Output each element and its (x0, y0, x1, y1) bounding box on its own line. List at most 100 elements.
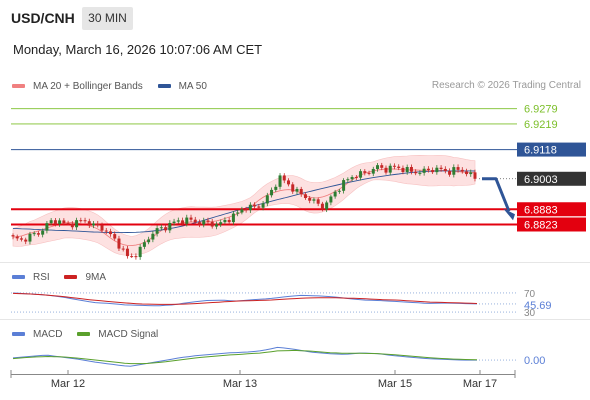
pivot-tag (517, 142, 586, 157)
candle-body (337, 190, 341, 192)
candle-body (320, 203, 324, 210)
candle-body (435, 167, 439, 173)
main-legend: MA 20 + Bollinger Bands MA 50 (12, 80, 219, 94)
candle-body (460, 169, 464, 172)
candle-body (100, 225, 104, 231)
candle-body (380, 165, 384, 168)
candle-body (24, 239, 28, 242)
candle-body (147, 239, 151, 243)
macd-signal-line (12, 349, 478, 365)
resistance-label: 6.9219 (524, 119, 558, 131)
candle-body (384, 167, 388, 173)
rsi-level-label: 70 (524, 289, 536, 300)
candle-body (53, 220, 57, 225)
ma50-label: MA 50 (178, 80, 207, 92)
candle-body (117, 238, 121, 249)
candle-body (426, 168, 430, 171)
rsi-legend: RSI 9MA (12, 271, 118, 283)
x-axis: Mar 12 Mar 13 Mar 15 Mar 17 (10, 370, 516, 390)
candle-body (168, 222, 172, 231)
x-tick-label: Mar 15 (378, 378, 412, 390)
candle-body (36, 233, 40, 235)
ma20-label: MA 20 + Bollinger Bands (33, 80, 143, 92)
candle-body (155, 228, 159, 234)
legend-rsi-ma: 9MA (64, 272, 106, 283)
candle-body (164, 227, 168, 231)
candle-body (422, 168, 426, 173)
candle-body (414, 171, 418, 174)
candle-body (295, 188, 299, 192)
candle-body (443, 168, 447, 172)
candle-body (70, 223, 74, 228)
candle-body (388, 165, 392, 173)
candle-body (291, 184, 295, 192)
candle-body (240, 209, 244, 213)
candle-body (244, 209, 248, 211)
candle-body (261, 203, 265, 208)
candle-body (312, 199, 316, 201)
rsi-ma-line (12, 292, 478, 305)
candle-body (193, 219, 197, 223)
candle-body (113, 234, 117, 239)
candle-body (248, 204, 252, 211)
rsi-current-value: 45.69 (524, 300, 552, 312)
rsi-ma-label: 9MA (85, 271, 107, 283)
current-price-label: 6.9003 (524, 174, 558, 186)
x-tick-label: Mar 17 (463, 378, 497, 390)
legend-macd-signal: MACD Signal (77, 329, 158, 340)
macd-legend: MACD MACD Signal (12, 328, 170, 340)
candle-body (354, 177, 358, 179)
candle-body (329, 196, 333, 203)
candle-body (456, 167, 460, 170)
candle-body (409, 167, 413, 172)
candle-body (333, 191, 337, 197)
macd-signal-swatch (77, 332, 91, 336)
pivot-label: 6.9118 (524, 145, 557, 157)
candle-body (325, 202, 329, 210)
candle-body (138, 246, 142, 258)
candle-body (66, 223, 70, 225)
candle-body (49, 220, 53, 224)
legend-rsi: RSI (12, 272, 50, 283)
candle-body (418, 172, 422, 174)
candle-body (202, 220, 206, 225)
candle-body (151, 233, 155, 240)
candle-body (28, 233, 32, 242)
candle-body (19, 238, 23, 240)
ma50-swatch (157, 84, 171, 88)
resistance-label: 6.9279 (524, 104, 558, 116)
macd-swatch (12, 332, 25, 336)
x-tick-label: Mar 13 (223, 378, 257, 390)
support-tag (517, 202, 586, 217)
candle-body (236, 212, 240, 214)
candle-body (79, 220, 83, 222)
candle-body (342, 180, 346, 191)
candle-body (401, 167, 405, 173)
timeframe-badge[interactable]: 30 MIN (82, 7, 133, 30)
candle-body (253, 204, 257, 207)
copyright-text: Research © 2026 Trading Central (431, 80, 581, 91)
candle-body (210, 221, 214, 227)
candle-body (274, 186, 278, 190)
candle-body (197, 222, 201, 225)
candle-body (223, 219, 227, 223)
candle-body (87, 221, 91, 226)
rsi-label: RSI (33, 271, 50, 283)
candle-body (278, 175, 282, 187)
candle-body (376, 165, 380, 169)
x-tick-label: Mar 12 (51, 378, 85, 390)
legend-macd: MACD (12, 329, 62, 340)
support-tag (517, 217, 586, 232)
symbol-title: USD/CNH (11, 10, 75, 26)
forecast-arrow-shaft (482, 177, 511, 212)
candle-body (181, 220, 185, 224)
candle-body (431, 170, 435, 173)
candle-body (359, 171, 363, 178)
legend-ma20: MA 20 + Bollinger Bands (12, 81, 143, 92)
candle-body (257, 206, 261, 208)
candle-body (270, 189, 274, 196)
candle-body (32, 233, 36, 235)
legend-ma50: MA 50 (157, 80, 207, 92)
